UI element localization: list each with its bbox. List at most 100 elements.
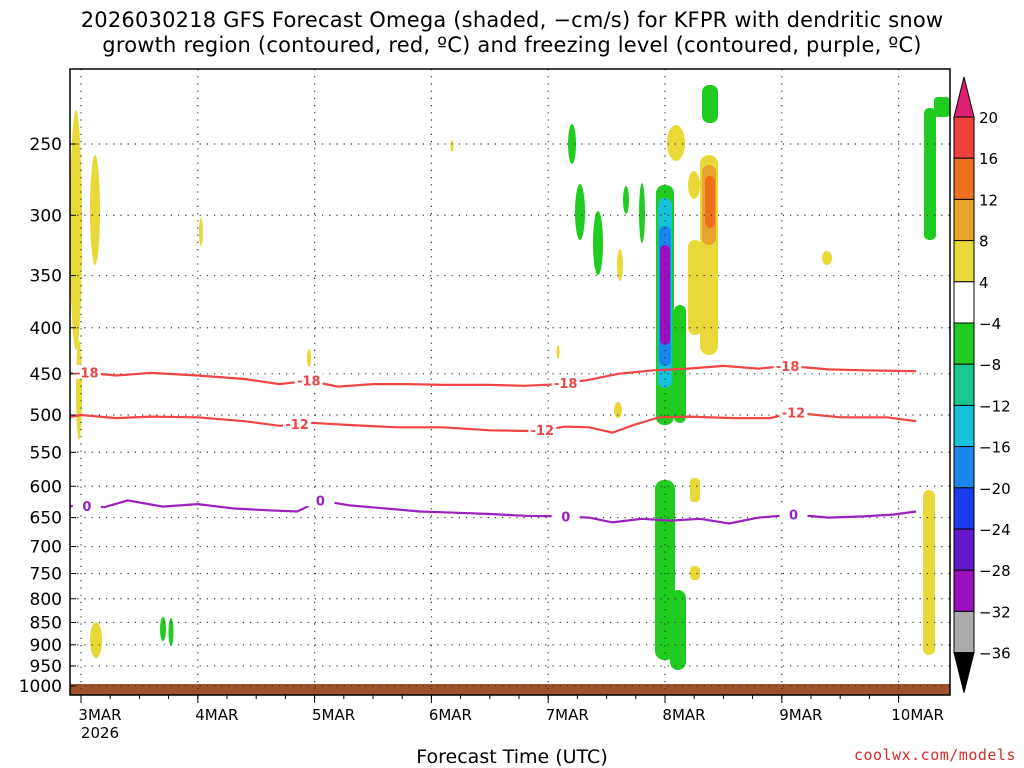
omega-shade-region	[76, 340, 82, 440]
omega-shade-region	[623, 186, 629, 214]
omega-shade-region	[924, 108, 936, 240]
omega-shade-region	[199, 218, 203, 246]
omega-shading-layer	[70, 85, 950, 695]
contour-label: -18	[75, 367, 99, 382]
contour-label-bg	[72, 364, 101, 379]
contour-label: -18	[776, 360, 800, 375]
contour-label: -12	[531, 424, 555, 439]
colorbar-min-arrow	[953, 652, 975, 693]
colorbar-swatch	[953, 569, 975, 612]
contour-label-bg	[551, 375, 580, 390]
colorbar-swatch	[953, 281, 975, 324]
omega-shade-region	[614, 402, 622, 418]
contour-label-bg	[283, 415, 312, 430]
colorbar-swatch	[953, 240, 975, 283]
omega-shade-region	[690, 478, 700, 502]
omega-shade-region	[639, 183, 645, 243]
contour-label-bg	[773, 357, 802, 372]
grid-lines	[70, 69, 950, 695]
time-tick-label: 3MAR	[78, 706, 121, 724]
colorbar-swatch	[953, 363, 975, 406]
pressure-axis: 250 300 350 400 450 500 550 600 650 700 750 800 850 9…	[19, 135, 76, 697]
pressure-tick-label: 650	[30, 509, 62, 529]
colorbar-level-label: −20	[979, 480, 1011, 498]
contour-line-0	[70, 499, 917, 525]
omega-shade-region	[90, 622, 102, 658]
omega-shade-region	[667, 125, 685, 161]
omega-shade-region	[617, 249, 623, 281]
contour-label: 0	[82, 500, 91, 515]
omega-shade-region	[450, 140, 454, 152]
contour-label-bg	[528, 422, 557, 437]
colorbar-level-label: −32	[979, 603, 1011, 621]
pressure-tick-label: 250	[30, 135, 62, 155]
pressure-tick-label: 1000	[19, 677, 62, 697]
omega-shade-region	[575, 184, 585, 240]
colorbar-level-label: −12	[979, 397, 1011, 415]
colorbar-swatch	[953, 610, 975, 654]
colorbar-level-label: 16	[979, 150, 998, 168]
chart-title-line-2: growth region (contoured, red, ºC) and f…	[102, 33, 922, 57]
pressure-tick-label: 900	[30, 636, 62, 656]
pressure-tick-label: 500	[30, 406, 62, 426]
contour-label: -18	[554, 377, 578, 392]
colorbar-level-label: −36	[979, 645, 1011, 663]
omega-shade-region	[70, 110, 82, 350]
colorbar-level-label: 8	[979, 233, 989, 251]
omega-shade-region	[923, 490, 935, 655]
colorbar-level-label: −8	[979, 356, 1001, 374]
pressure-tick-label: 950	[30, 657, 62, 677]
contour-label: -18	[297, 375, 321, 390]
time-tick-label: 5MAR	[312, 706, 355, 724]
contour-label: 0	[789, 509, 798, 524]
pressure-tick-label: 700	[30, 538, 62, 558]
colorbar-swatch	[953, 198, 975, 242]
contour-label-bg	[294, 372, 323, 387]
contour-label: -12	[782, 407, 806, 422]
omega-shade-region	[705, 176, 715, 228]
colorbar-swatch	[953, 404, 975, 448]
contour-label: -12	[285, 418, 309, 433]
pressure-tick-label: 300	[30, 206, 62, 226]
omega-shade-region	[702, 85, 718, 123]
pressure-tick-label: 350	[30, 267, 62, 287]
omega-shade-region	[688, 171, 700, 199]
omega-shade-region	[934, 97, 950, 117]
colorbar-swatch	[953, 528, 975, 571]
omega-shade-region	[593, 211, 603, 275]
colorbar-level-label: −28	[979, 562, 1011, 580]
chart-title-line-1: 2026030218 GFS Forecast Omega (shaded, −…	[80, 8, 944, 32]
pressure-tick-label: 400	[30, 319, 62, 339]
ground-surface	[70, 684, 950, 695]
time-tick-label: 7MAR	[546, 706, 589, 724]
contour-label-bg	[72, 498, 101, 513]
time-axis: 3MAR 4MAR 5MAR 6MAR 7MAR 8MAR 9MAR 10MAR 2026	[78, 695, 944, 742]
contour-label-bg	[306, 492, 335, 507]
omega-shade-region	[168, 618, 174, 646]
time-tick-label: 6MAR	[429, 706, 472, 724]
pressure-tick-label: 600	[30, 477, 62, 497]
contour-label-bg	[779, 506, 808, 521]
pressure-tick-label: 450	[30, 365, 62, 385]
colorbar-level-label: 20	[979, 109, 998, 127]
pressure-tick-label: 750	[30, 565, 62, 585]
colorbar-legend: 20 16 12 8 4 −4 −8 −12 −16 −20 −24 −28 −32 −36	[953, 76, 1011, 693]
contour-label: 0	[561, 511, 570, 526]
x-axis-label: Forecast Time (UTC)	[416, 746, 608, 768]
contour-line-minus18	[70, 364, 917, 388]
omega-shade-region	[556, 345, 560, 359]
colorbar-max-arrow	[953, 76, 975, 118]
colorbar-swatch	[953, 487, 975, 530]
colorbar-level-label: 4	[979, 274, 989, 292]
colorbar-swatch	[953, 116, 975, 159]
colorbar-level-label: 12	[979, 191, 998, 209]
contour-label-bg	[551, 508, 580, 523]
omega-shade-region	[688, 240, 702, 335]
plot-frame	[69, 68, 951, 696]
omega-shade-region	[660, 245, 670, 345]
contour-label: 0	[316, 494, 325, 509]
colorbar-level-label: −24	[979, 521, 1011, 539]
pressure-tick-label: 850	[30, 613, 62, 633]
contour-layer: -18 -18 -18 -18 -12 -12 -12 0 0 0 0	[70, 357, 917, 526]
